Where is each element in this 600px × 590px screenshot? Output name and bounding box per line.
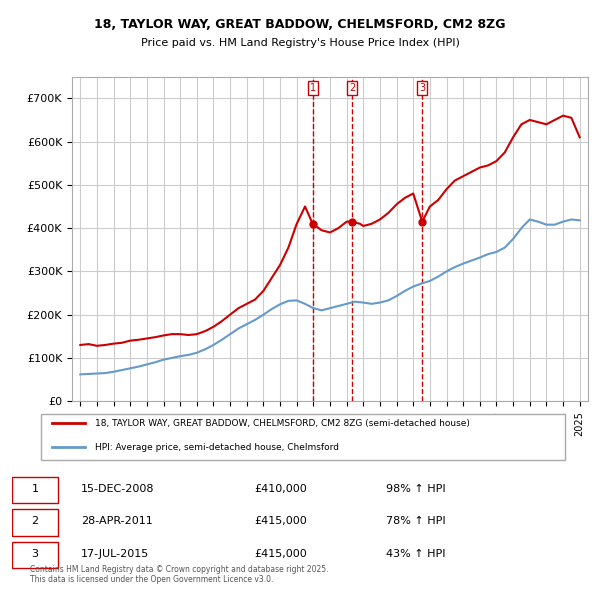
Text: 18, TAYLOR WAY, GREAT BADDOW, CHELMSFORD, CM2 8ZG: 18, TAYLOR WAY, GREAT BADDOW, CHELMSFORD… xyxy=(94,18,506,31)
Text: 1: 1 xyxy=(32,484,38,494)
Text: 1: 1 xyxy=(310,83,316,93)
Text: 78% ↑ HPI: 78% ↑ HPI xyxy=(386,516,446,526)
Text: HPI: Average price, semi-detached house, Chelmsford: HPI: Average price, semi-detached house,… xyxy=(95,442,340,452)
Text: 28-APR-2011: 28-APR-2011 xyxy=(81,516,153,526)
Text: 18, TAYLOR WAY, GREAT BADDOW, CHELMSFORD, CM2 8ZG (semi-detached house): 18, TAYLOR WAY, GREAT BADDOW, CHELMSFORD… xyxy=(95,419,470,428)
FancyBboxPatch shape xyxy=(12,477,58,503)
Text: Price paid vs. HM Land Registry's House Price Index (HPI): Price paid vs. HM Land Registry's House … xyxy=(140,38,460,48)
Text: 15-DEC-2008: 15-DEC-2008 xyxy=(81,484,155,494)
Text: 3: 3 xyxy=(32,549,38,559)
FancyBboxPatch shape xyxy=(12,542,58,568)
Text: 43% ↑ HPI: 43% ↑ HPI xyxy=(386,549,446,559)
Text: Contains HM Land Registry data © Crown copyright and database right 2025.
This d: Contains HM Land Registry data © Crown c… xyxy=(30,565,329,584)
Text: 2: 2 xyxy=(349,83,355,93)
Text: 17-JUL-2015: 17-JUL-2015 xyxy=(81,549,149,559)
Text: 3: 3 xyxy=(419,83,425,93)
Text: £415,000: £415,000 xyxy=(254,516,307,526)
Text: 2: 2 xyxy=(31,516,38,526)
FancyBboxPatch shape xyxy=(41,414,565,460)
Text: £415,000: £415,000 xyxy=(254,549,307,559)
Text: 98% ↑ HPI: 98% ↑ HPI xyxy=(386,484,446,494)
Text: £410,000: £410,000 xyxy=(254,484,307,494)
FancyBboxPatch shape xyxy=(12,509,58,536)
